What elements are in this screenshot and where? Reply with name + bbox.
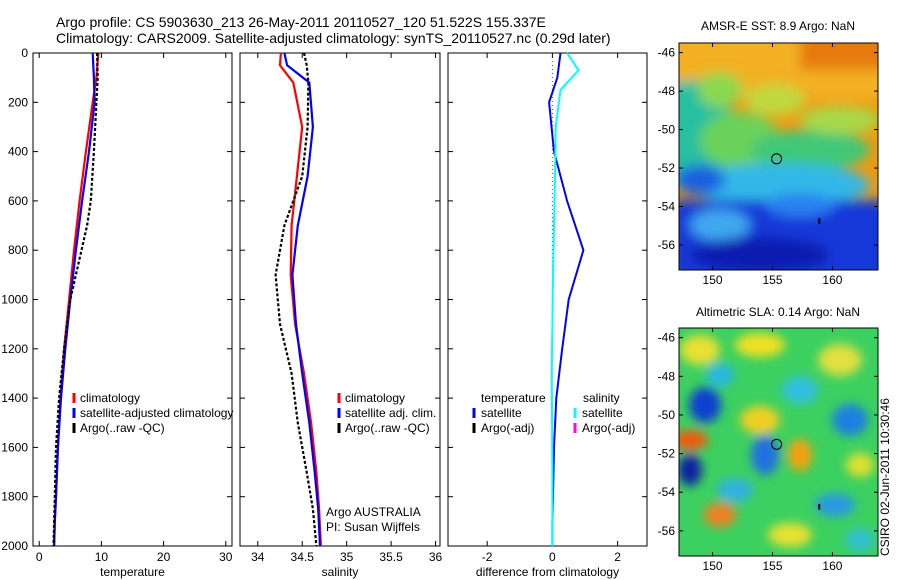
legend-label: satellite xyxy=(481,406,522,420)
map-y-tick-label: -56 xyxy=(658,524,676,538)
series-line-1 xyxy=(53,52,96,547)
x-tick-label: 30 xyxy=(219,550,233,564)
y-tick-label: 1000 xyxy=(1,293,28,307)
map-x-tick-label: 155 xyxy=(762,273,782,287)
series-line-2 xyxy=(274,52,318,547)
map-x-tick-label: 160 xyxy=(822,559,842,573)
legend-label: climatology xyxy=(80,391,140,405)
legend-label: satellite adj. clim. xyxy=(345,406,436,420)
y-tick-label: 2000 xyxy=(1,539,28,553)
map-y-tick-label: -56 xyxy=(658,238,676,252)
y-tick-label: 1600 xyxy=(1,440,28,454)
y-tick-label: 1200 xyxy=(1,342,28,356)
annotation-line-1: Argo AUSTRALIA xyxy=(326,505,421,519)
map-y-tick-label: -50 xyxy=(658,408,676,422)
x-tick-label: 34.5 xyxy=(291,550,315,564)
series-line-2 xyxy=(52,52,99,547)
x-tick-label: 20 xyxy=(157,550,171,564)
series-line-1 xyxy=(283,52,322,547)
temperature-panel: 0 10 20 30 0 200 400 600 800 1000 1200 1400 1600 1800… xyxy=(1,46,232,579)
argo-location-marker xyxy=(771,438,783,450)
sla-map-axes: 150 155 160 -46 -48 -50 -52 -54 -56 xyxy=(658,328,878,573)
sst-map-axes: 150 155 160 -46 -48 -50 -52 -54 -56 xyxy=(658,43,878,287)
x-axis-label: salinity xyxy=(322,565,359,579)
series-line-0 xyxy=(278,52,322,547)
x-tick-label: 10 xyxy=(95,550,109,564)
plot-frame xyxy=(239,52,441,547)
plot-frame xyxy=(32,52,233,547)
sla-map-title: Altimetric SLA: 0.14 Argo: NaN xyxy=(696,305,860,319)
x-axis-label: difference from climatology xyxy=(476,565,619,579)
map-y-tick-label: -48 xyxy=(658,84,676,98)
header-line-2: Climatology: CARS2009. Satellite-adjuste… xyxy=(56,30,611,46)
argo-location-marker xyxy=(771,153,783,165)
annotation-line-2: PI: Susan Wijffels xyxy=(326,520,420,534)
legend-label: Argo(..raw -QC) xyxy=(345,421,430,435)
map-y-tick-label: -54 xyxy=(658,485,676,499)
sla-map-frame xyxy=(678,327,879,557)
x-tick-label: 34 xyxy=(251,550,265,564)
map-y-tick-label: -54 xyxy=(658,200,676,214)
legend-group-header: temperature xyxy=(481,391,546,405)
legend-label: Argo(..raw -QC) xyxy=(80,421,165,435)
x-axis-label: temperature xyxy=(100,565,165,579)
y-tick-label: 1800 xyxy=(1,490,28,504)
map-y-tick-label: -52 xyxy=(658,161,676,175)
legend-group-header: salinity xyxy=(583,391,620,405)
y-tick-label: 800 xyxy=(8,243,28,257)
x-tick-label: 35 xyxy=(340,550,354,564)
legend-label: satellite xyxy=(582,406,623,420)
x-tick-label: 2 xyxy=(614,550,621,564)
map-y-tick-label: -52 xyxy=(658,447,676,461)
map-x-tick-label: 160 xyxy=(822,273,842,287)
map-y-tick-label: -46 xyxy=(658,46,676,60)
x-tick-label: 35.5 xyxy=(379,550,403,564)
difference-legend: temperaturesatelliteArgo(-adj)salinitysa… xyxy=(472,391,635,435)
map-x-tick-label: 155 xyxy=(762,559,782,573)
x-tick-label: -2 xyxy=(482,550,493,564)
y-tick-label: 400 xyxy=(8,145,28,159)
x-tick-label: 0 xyxy=(36,550,43,564)
plot-frame xyxy=(447,52,648,547)
x-tick-label: 36 xyxy=(429,550,443,564)
map-y-tick-label: -48 xyxy=(658,369,676,383)
legend-label: Argo(-adj) xyxy=(582,421,635,435)
map-y-tick-label: -46 xyxy=(658,331,676,345)
salinity-panel: 34 34.5 35 35.5 36 salinity xyxy=(239,52,443,579)
series-line-1 xyxy=(550,52,580,546)
y-tick-label: 600 xyxy=(8,194,28,208)
y-tick-label: 0 xyxy=(21,46,28,60)
legend-label: satellite-adjusted climatology xyxy=(80,406,233,420)
sst-map xyxy=(679,43,878,270)
map-x-tick-label: 150 xyxy=(703,273,723,287)
footer-stamp: CSIRO 02-Jun-2011 10:30:46 xyxy=(878,398,892,556)
legend-label: climatology xyxy=(345,391,405,405)
sla-map xyxy=(679,328,878,556)
y-tick-label: 200 xyxy=(8,95,28,109)
sst-map-frame xyxy=(678,42,879,271)
header-line-1: Argo profile: CS 5903630_213 26-May-2011… xyxy=(56,14,546,30)
series-line-0 xyxy=(548,52,585,546)
y-tick-label: 1400 xyxy=(1,391,28,405)
x-tick-label: 0 xyxy=(549,550,556,564)
legend-label: Argo(-adj) xyxy=(481,421,534,435)
argo-annotation: Argo AUSTRALIA PI: Susan Wijffels xyxy=(326,505,421,534)
sst-map-title: AMSR-E SST: 8.9 Argo: NaN xyxy=(701,19,855,33)
map-y-tick-label: -50 xyxy=(658,123,676,137)
map-x-tick-label: 150 xyxy=(703,559,723,573)
